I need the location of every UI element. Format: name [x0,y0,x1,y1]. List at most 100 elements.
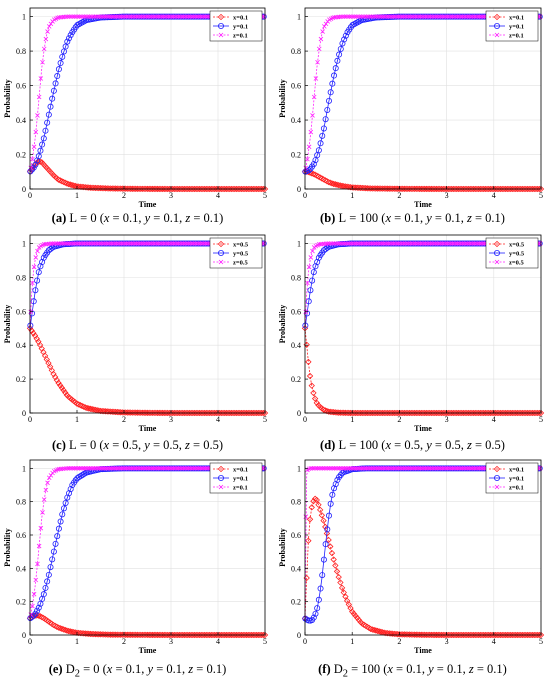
series-marker-z [431,466,437,471]
series-marker-z [82,466,87,471]
series-marker-z [386,466,391,471]
series-marker-x [340,589,347,596]
series-marker-z [36,543,42,549]
series-marker-z [75,241,81,246]
series-marker-z [424,241,430,246]
series-marker-x [53,376,61,384]
series-marker-z [391,14,396,19]
series-marker-z [438,466,443,471]
series-marker-x [58,625,66,632]
series-marker-z [330,241,336,246]
series-marker-z [134,14,139,19]
series-marker-z [460,466,465,471]
series-marker-z [384,241,389,246]
series-marker-x [261,409,269,417]
series-marker-z [332,466,337,471]
series-marker-z [350,466,356,471]
series-marker-z [333,466,339,471]
series-marker-z [72,14,77,19]
series-marker-z [68,241,74,246]
series-marker-z [156,14,161,19]
y-tick-label: 0.8 [16,47,26,56]
series-marker-z [176,466,181,471]
legend-marker-y [217,22,224,29]
series-marker-y [47,103,54,110]
series-marker-z [434,14,440,19]
y-axis-title: Probability [3,305,12,344]
axes-frame [304,7,542,190]
series-marker-y [307,287,314,294]
series-marker-z [198,466,203,471]
series-marker-z [28,309,34,315]
series-marker-z [93,14,99,19]
series-marker-z [440,14,445,19]
series-marker-z [443,241,448,246]
y-axis-title: Probability [278,528,287,567]
series-marker-z [473,14,479,19]
series-marker-x [68,628,76,635]
series-marker-z [174,241,180,246]
series-marker-z [144,466,149,471]
series-marker-z [35,561,40,567]
caption-c: (c) L = 0 (x = 0.5, y = 0.5, z = 0.5) [52,438,223,452]
series-marker-z [466,466,472,471]
x-tick-label: 5 [539,415,543,424]
series-marker-z [377,14,383,19]
series-marker-x [310,498,317,505]
series-marker-y [305,617,312,624]
x-tick-label: 3 [445,415,449,424]
series-marker-z [308,466,314,471]
series-marker-z [381,466,386,471]
legend-label-x: x=0.1 [233,14,248,21]
series-marker-z [169,466,175,471]
series-marker-z [401,466,406,471]
series-marker-y [52,540,59,547]
series-marker-z [374,241,379,246]
series-marker-z [419,14,425,19]
series-marker-z [537,241,543,246]
legend-label-x: x=0.5 [233,241,249,248]
series-marker-z [453,241,459,246]
series-marker-z [389,241,395,246]
series-marker-z [120,466,126,471]
series-marker-x [328,180,336,187]
series-marker-z [372,466,378,471]
series-marker-z [455,14,460,19]
series-marker-x [55,624,62,631]
series-marker-z [132,14,138,19]
x-tick-label: 4 [216,191,220,200]
series-marker-z [401,241,406,246]
x-tick-label: 2 [122,637,126,646]
series-marker-x [327,543,334,550]
series-marker-z [70,14,75,19]
legend-marker-x [493,465,501,473]
series-marker-z [419,241,425,246]
series-marker-x [318,175,326,182]
series-marker-z [43,487,49,493]
series-marker-z [149,466,154,471]
series-marker-z [30,280,35,286]
series-marker-y [310,161,317,168]
series-marker-z [379,14,384,19]
series-marker-z [446,466,452,471]
x-tick-label: 4 [492,637,496,646]
series-marker-z [196,241,201,246]
series-marker-z [179,241,185,246]
series-marker-z [426,14,432,19]
series-marker-z [67,14,72,19]
series-marker-z [461,466,467,471]
series-marker-z [46,24,52,29]
series-marker-z [311,466,317,471]
series-marker-z [473,241,479,246]
series-marker-z [325,241,330,246]
series-marker-y [317,585,324,592]
series-marker-z [423,466,428,471]
series-marker-x [55,379,62,387]
series-marker-z [362,466,368,471]
x-axis-title: Time [139,424,157,433]
y-tick-label: 1 [22,239,26,248]
series-marker-z [171,14,176,19]
series-marker-x [367,625,374,633]
series-marker-z [90,466,96,471]
series-marker-x [73,400,81,407]
